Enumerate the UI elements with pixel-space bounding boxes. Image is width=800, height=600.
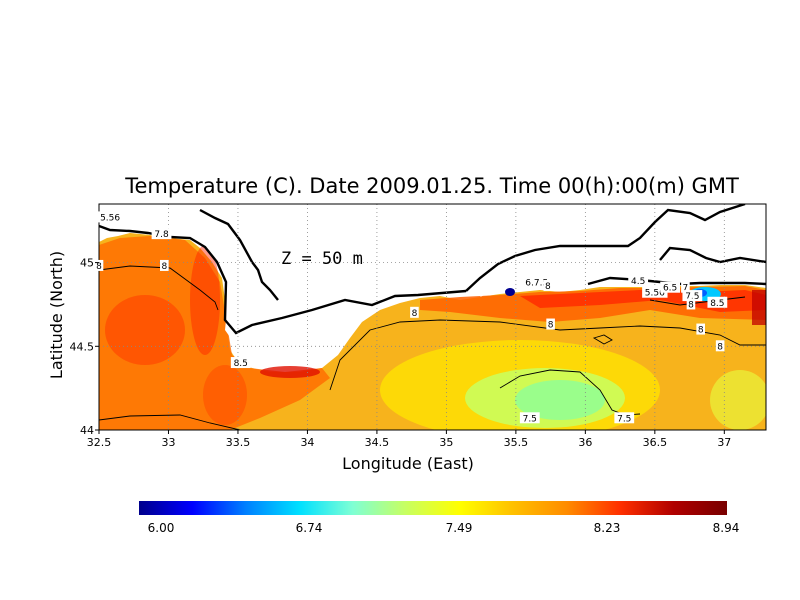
contour-label: 8 [688,300,694,310]
contour-label-bg [707,296,728,308]
contour-label-bg [410,306,419,318]
coastline-north [199,208,279,301]
x-tick-label: 34 [300,436,314,449]
depth-annotation: Z = 50 m [281,249,363,269]
contour-label: 7.8 [154,230,169,240]
x-tick-label: 37 [717,436,731,449]
contour-8-east-small [592,334,613,345]
contour-label: 8 [717,342,723,352]
contour-label: 7.5 [617,414,631,424]
contour-label-bg [682,290,703,302]
x-tick-label: 33 [161,436,175,449]
colorbar-tick-label: 7.49 [446,521,473,535]
east-cool-patch [710,370,766,430]
coastline-taman [659,246,766,264]
x-ticks: 32.5 33 33.5 34 34.5 35 35.5 36 36.5 37 [87,430,731,449]
contour-label-bg [546,318,555,330]
temperature-field [99,204,766,430]
x-tick-label: 36.5 [643,436,668,449]
colorbar-tick-label: 6.00 [148,521,175,535]
contour-label: 5.56 [100,213,120,223]
contour-label: 7.5 [685,292,699,302]
land-north-area [228,204,766,244]
contour-label-bg [94,259,104,271]
contour-label: 5.56 [645,289,665,299]
contour-label-bg [642,286,668,298]
x-tick-label: 32.5 [87,436,112,449]
contour-label: 8.5 [710,299,724,309]
contour-label-bg [151,228,172,240]
colorbar-tick-label: 6.74 [296,521,323,535]
x-tick-label: 34.5 [365,436,390,449]
colorbar-ticks: 6.00 6.74 7.49 8.23 8.94 [148,521,740,535]
plot-frame [98,203,767,431]
chart-title: Temperature (C). Date 2009.01.25. Time 0… [124,174,739,198]
coastline-kerch [465,204,746,292]
contour-8-south [99,414,241,430]
colorbar [139,501,727,515]
contour-label: 6.5 [663,284,677,294]
y-tick-label: 44 [80,424,94,437]
contour-label-bg [614,412,635,424]
y-ticks: 44 44.5 45 [70,257,99,437]
contour-label-bg [521,276,553,288]
contour-label: 8.5 [234,359,248,369]
y-tick-label: 44.5 [70,340,95,353]
contours [99,265,766,430]
colorbar-tick-label: 8.23 [594,521,621,535]
contour-label: 8 [698,326,704,336]
contour-8-central [329,319,766,391]
y-tick-label: 45 [80,257,94,270]
contour-label-bg [97,211,123,223]
east-edge-dark-red [752,290,766,325]
contour-label: 8 [96,262,102,272]
x-tick-label: 36 [578,436,592,449]
coastline [99,204,766,335]
contour-label: 8 [161,262,167,272]
contour-8-west [99,265,219,311]
crimean-south-hot-spot [260,366,320,378]
x-axis-label: Longitude (East) [342,454,474,473]
x-tick-label: 33.5 [226,436,251,449]
contour-label: 4.5 [631,277,645,287]
colorbar-tick-label: 8.94 [713,521,740,535]
land-crimea-south-steps [225,300,240,340]
contour-label-bg [230,357,251,369]
contour-label: 8 [548,321,554,331]
contour-label-bg [715,340,725,352]
contour-label: 8 [545,282,551,292]
contour-label: 7.5 [523,414,537,424]
west-eddy-core [105,295,185,365]
y-axis-label: Latitude (North) [47,251,66,379]
contour-label-bg [160,259,169,271]
contour-label-bg [519,412,540,424]
contour-label: 8 [412,309,418,319]
contour-8_5-east [649,296,746,306]
x-tick-label: 35.5 [504,436,529,449]
contour-label-bg [628,275,649,287]
west-coast-hot-strip [190,245,220,355]
contour-label: 7 [683,284,689,294]
contour-label-bg [681,281,690,293]
x-tick-label: 35 [439,436,453,449]
contour-label-bg [696,323,705,335]
contour-label-bg [660,281,681,293]
southwest-warm-patch [203,365,247,425]
kerch-strait-dark-blue-spot [505,288,515,296]
west-warm-region [99,236,330,430]
cold-core [515,380,605,420]
contour-label-bg [686,298,696,310]
contour-label-bg [543,280,553,292]
contour-label: 6.7.5 [525,279,548,289]
